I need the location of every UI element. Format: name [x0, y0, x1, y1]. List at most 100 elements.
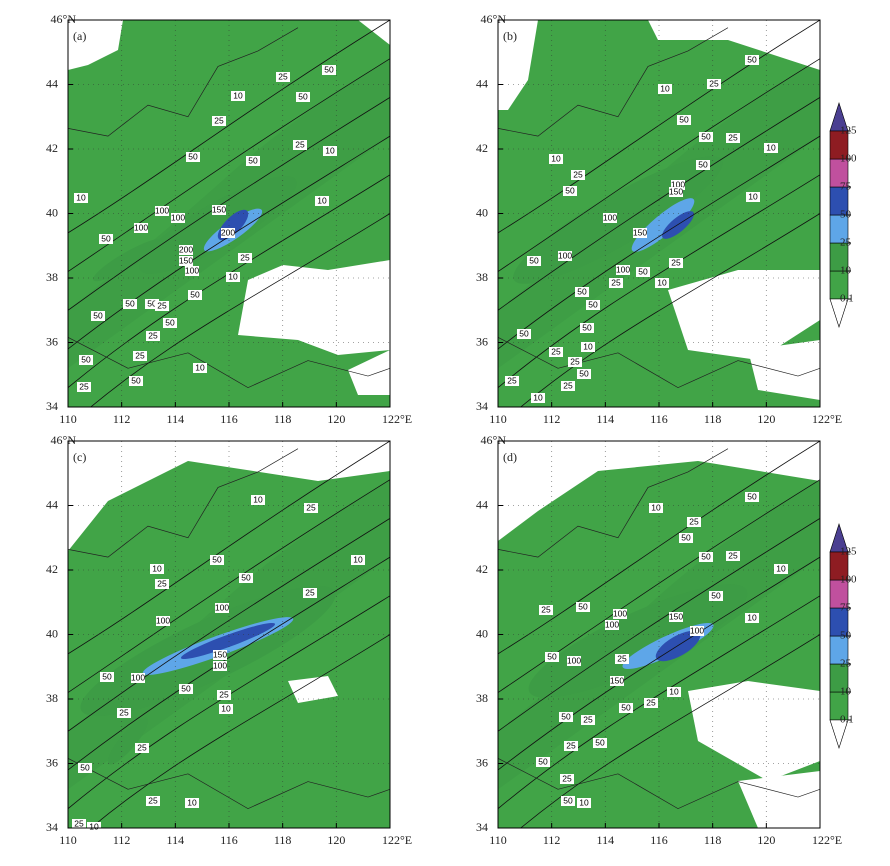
contour-label: 10	[657, 277, 667, 287]
y-tick-label: 40	[46, 626, 58, 640]
boundary-line	[68, 27, 299, 137]
contour-label: 100	[671, 179, 685, 189]
contour-label: 150	[669, 611, 683, 621]
contour-label-bg	[745, 613, 759, 623]
contour-label-bg	[117, 708, 131, 718]
contour-label-group: 100	[616, 264, 630, 275]
x-tick-label: 110	[59, 412, 77, 426]
contour-label-bg	[707, 79, 721, 89]
x-tick-label: 122°E	[812, 833, 842, 847]
contour-label: 100	[131, 672, 145, 682]
y-tick-label: 34	[46, 820, 58, 834]
contour-label-bg	[655, 278, 669, 288]
contour-line	[520, 634, 820, 828]
contour-label-bg	[87, 822, 101, 832]
contour-label: 10	[766, 142, 776, 152]
contour-label: 25	[79, 381, 89, 391]
contour-label-group: 150	[633, 227, 647, 238]
contour-label-bg	[99, 234, 113, 244]
contour-label-group: 50	[745, 491, 759, 502]
y-tick-label: 38	[476, 691, 488, 705]
contour-label: 25	[148, 795, 158, 805]
contour-label-group: 10	[185, 797, 199, 808]
contour-label-group: 100	[605, 619, 619, 630]
contour-label-group: 200	[179, 244, 193, 255]
contour-label: 50	[588, 299, 598, 309]
contour-label: 50	[538, 756, 548, 766]
contour-label-group: 50	[91, 310, 105, 321]
contour-label-group: 10	[351, 554, 365, 565]
panel-label: (c)	[73, 450, 86, 464]
contour-label: 25	[689, 516, 699, 526]
x-tick-label: 110	[59, 833, 77, 847]
contour-label: 100	[613, 608, 627, 618]
colorbar-label: 50	[840, 209, 852, 221]
contour-label-group: 50	[322, 64, 336, 75]
panel-label: (d)	[503, 450, 517, 464]
contour-label-bg	[146, 796, 160, 806]
contour-label: 25	[137, 742, 147, 752]
x-tick-label: 112	[543, 833, 561, 847]
contour-label-group: 200	[221, 227, 235, 238]
contour-label-bg	[251, 495, 265, 505]
contour-label-bg	[78, 763, 92, 773]
contour-line	[498, 135, 820, 350]
contour-label-group: 50	[123, 298, 137, 309]
contour-label: 50	[681, 532, 691, 542]
contour-label-bg	[145, 299, 159, 309]
contour-label-group: 10	[746, 191, 760, 202]
x-tick-label: 122°E	[382, 412, 412, 426]
x-tick-label: 120	[757, 412, 775, 426]
contour-label-bg	[91, 311, 105, 321]
contour-label-bg	[156, 616, 170, 626]
contour-label-bg	[633, 228, 647, 238]
precip-core	[93, 238, 163, 282]
contour-label: 25	[709, 78, 719, 88]
contour-label-group: 25	[571, 169, 585, 180]
contour-label-bg	[505, 376, 519, 386]
map-panel: 110 112 114 116 118 120 122°E 34 36 38 40 42 44 46°N 5…	[476, 433, 842, 847]
contour-label-group: 25	[238, 252, 252, 263]
contour-label-bg	[561, 381, 575, 391]
x-tick-label: 116	[650, 833, 668, 847]
contour-label-bg	[669, 612, 683, 622]
contour-label-group: 25	[615, 653, 629, 664]
contour-label-bg	[296, 92, 310, 102]
contour-label-bg	[315, 196, 329, 206]
dry-area	[68, 441, 390, 551]
contour-label: 25	[306, 502, 316, 512]
y-tick-label: 46°N	[481, 12, 507, 26]
contour-label: 10	[221, 703, 231, 713]
contour-label-group: 25	[304, 502, 318, 513]
contour-label-bg	[539, 605, 553, 615]
contour-label: 50	[563, 795, 573, 805]
contour-label-group: 10	[764, 142, 778, 153]
precip-core	[528, 584, 748, 698]
dry-area	[238, 260, 390, 355]
contour-label: 25	[671, 257, 681, 267]
contour-label-bg	[545, 652, 559, 662]
contour-label: 100	[603, 212, 617, 222]
contour-line	[68, 20, 390, 234]
contour-label-bg	[696, 160, 710, 170]
x-tick-label: 114	[167, 833, 185, 847]
dry-area	[358, 20, 390, 45]
contour-label-group: 50	[636, 266, 650, 277]
contour-label-group: 25	[726, 132, 740, 143]
contour-label: 50	[324, 64, 334, 74]
y-tick-label: 46°N	[51, 12, 77, 26]
contour-label-bg	[575, 287, 589, 297]
contour-label-bg	[303, 588, 317, 598]
contour-label: 25	[728, 550, 738, 560]
contour-label-bg	[586, 300, 600, 310]
contour-label-bg	[610, 676, 624, 686]
contour-label: 25	[541, 604, 551, 614]
contour-label: 150	[213, 649, 227, 659]
x-tick-label: 118	[704, 833, 722, 847]
contour-label-group: 25	[687, 516, 701, 527]
contour-label-bg	[576, 602, 590, 612]
contour-label-group: 50	[586, 299, 600, 310]
contour-label: 50	[577, 286, 587, 296]
contour-label-group: 50	[188, 289, 202, 300]
contour-label: 25	[646, 697, 656, 707]
